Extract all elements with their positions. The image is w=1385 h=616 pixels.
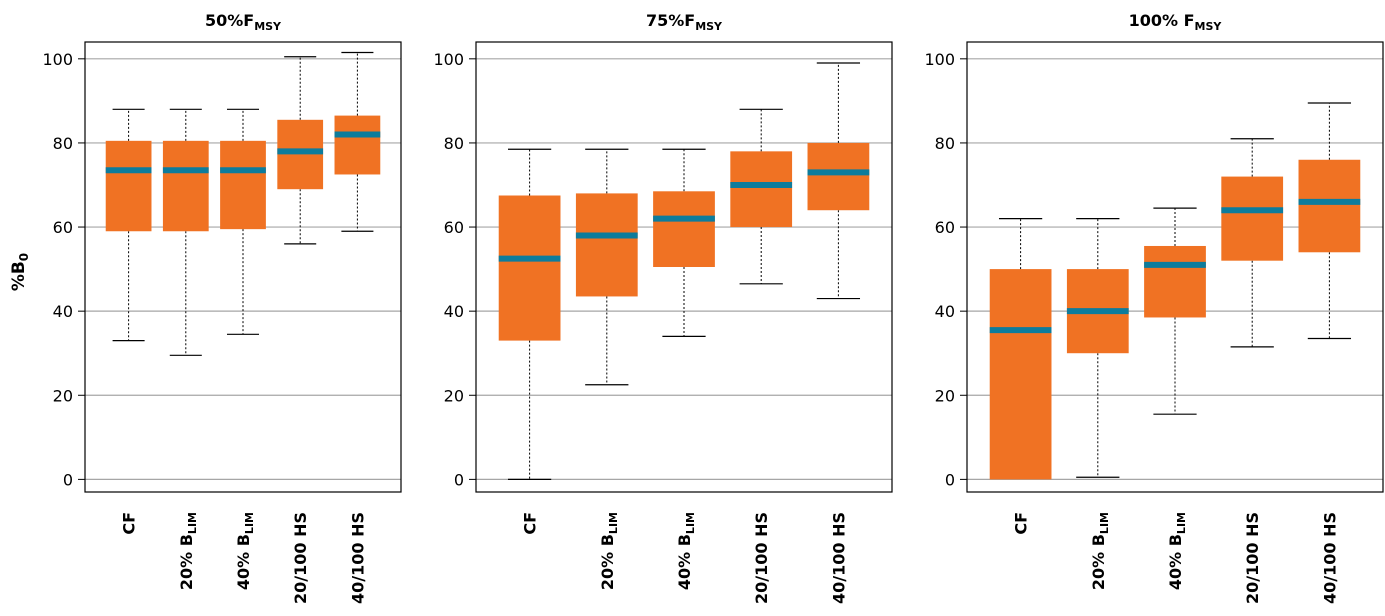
x-tick-label: CF (1012, 512, 1031, 535)
x-tick-label-main: 40/100 HS (348, 512, 367, 604)
chart-title: 100% FMSY (1129, 11, 1223, 33)
box-iqr (334, 115, 381, 175)
x-tick-label-subscript: LIM (1098, 512, 1111, 534)
x-tick-label-subscript: LIM (607, 512, 620, 534)
x-tick-label-main: CF (521, 512, 540, 535)
y-tick-label: 100 (433, 50, 464, 69)
chart-title-subscript: MSY (254, 20, 282, 33)
x-tick-label-subscript: LIM (1175, 512, 1188, 534)
box-iqr (1144, 245, 1206, 318)
y-tick-label: 20 (444, 386, 464, 405)
y-tick-label: 0 (454, 470, 464, 489)
box-iqr (807, 142, 870, 211)
y-tick-label: 40 (444, 302, 464, 321)
x-tick-label-main: 40% B (675, 534, 694, 590)
x-tick-label-main: 40/100 HS (1320, 512, 1339, 604)
plot-frame (966, 41, 1384, 493)
plot-frame (475, 41, 893, 493)
box-iqr (730, 151, 793, 228)
y-tick-label: 40 (935, 302, 955, 321)
x-tick-label: CF (120, 512, 139, 535)
chart-title: 50%FMSY (205, 11, 282, 33)
x-tick-label: 20/100 HS (752, 512, 771, 604)
y-tick-label: 100 (924, 50, 955, 69)
x-tick-label: CF (521, 512, 540, 535)
box-iqr (653, 191, 715, 267)
x-tick-label-main: 40% B (234, 534, 253, 590)
x-tick-label-main: 20/100 HS (291, 512, 310, 604)
x-tick-label: 20/100 HS (291, 512, 310, 604)
x-tick-label: 40/100 HS (348, 512, 367, 604)
box-iqr (498, 195, 561, 341)
x-tick-label: 20% BLIM (1089, 512, 1111, 590)
box-iqr (1298, 159, 1361, 253)
x-tick-label: 20% BLIM (177, 512, 199, 590)
x-tick-label-main: 40% B (1166, 534, 1185, 590)
y-tick-label: 60 (444, 218, 464, 237)
x-tick-label-subscript: LIM (684, 512, 697, 534)
y-tick-label: 20 (53, 386, 73, 405)
x-tick-label: 40% BLIM (1166, 512, 1188, 590)
chart-title-main: 75%F (646, 11, 695, 30)
x-tick-label-main: 20/100 HS (752, 512, 771, 604)
x-tick-label-main: CF (120, 512, 139, 535)
x-tick-label-subscript: LIM (243, 512, 256, 534)
x-tick-label: 20% BLIM (598, 512, 620, 590)
chart-title-subscript: MSY (695, 20, 723, 33)
box-iqr (277, 119, 324, 190)
box-iqr (989, 269, 1052, 480)
box-iqr (575, 193, 638, 297)
y-tick-label: 80 (935, 134, 955, 153)
chart-title: 75%FMSY (646, 11, 723, 33)
x-tick-label: 40/100 HS (829, 512, 848, 604)
x-tick-label: 20/100 HS (1243, 512, 1262, 604)
y-tick-label: 100 (42, 50, 73, 69)
x-tick-label: 40% BLIM (675, 512, 697, 590)
y-axis-title: %B0 (9, 253, 31, 291)
plot-frame (84, 41, 402, 493)
box-iqr (1221, 176, 1284, 261)
box-iqr (105, 140, 152, 232)
y-tick-label: 0 (945, 470, 955, 489)
x-tick-label: 40/100 HS (1320, 512, 1339, 604)
x-tick-label-main: 40/100 HS (829, 512, 848, 604)
chart-title-main: 100% F (1129, 11, 1195, 30)
x-tick-label-main: 20% B (598, 534, 617, 590)
chart-title-main: 50%F (205, 11, 254, 30)
y-tick-label: 60 (935, 218, 955, 237)
y-tick-label: 40 (53, 302, 73, 321)
y-tick-label: 0 (63, 470, 73, 489)
x-tick-label-main: 20/100 HS (1243, 512, 1262, 604)
y-tick-label: 80 (53, 134, 73, 153)
x-tick-label-main: 20% B (1089, 534, 1108, 590)
y-tick-label: 80 (444, 134, 464, 153)
y-tick-label: 60 (53, 218, 73, 237)
x-tick-label-subscript: LIM (186, 512, 199, 534)
box-iqr (162, 140, 209, 232)
x-tick-label: 40% BLIM (234, 512, 256, 590)
x-tick-label-main: 20% B (177, 534, 196, 590)
chart-title-subscript: MSY (1195, 20, 1223, 33)
box-iqr (220, 140, 266, 230)
y-tick-label: 20 (935, 386, 955, 405)
x-tick-label-main: CF (1012, 512, 1031, 535)
